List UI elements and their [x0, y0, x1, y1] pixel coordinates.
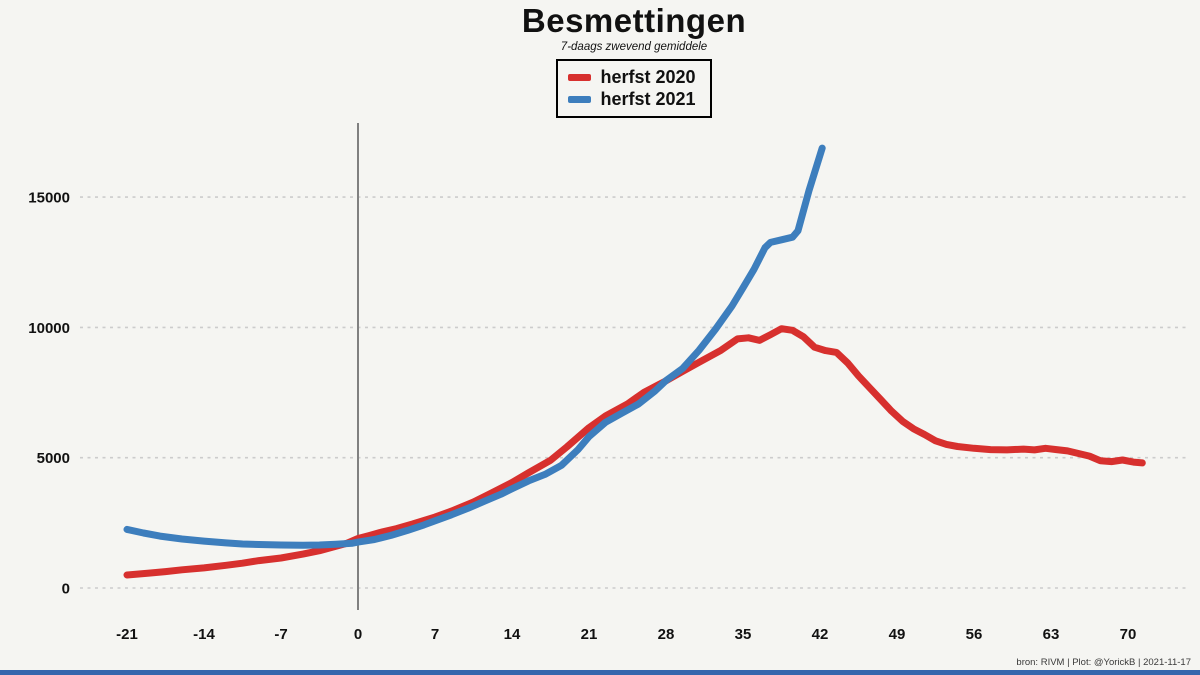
x-tick-label: 49 [889, 626, 906, 643]
x-tick-label: 0 [354, 626, 362, 643]
footer-credit: bron: RIVM | Plot: @YorickB | 2021-11-17 [1016, 657, 1191, 668]
y-tick-label: 5000 [37, 450, 70, 467]
legend-item: herfst 2020 [568, 66, 696, 88]
series-line-herfst-2020 [123, 325, 1146, 579]
x-tick-label: 56 [966, 626, 983, 643]
legend-box: herfst 2020 herfst 2021 [556, 59, 712, 118]
x-tick-label: 7 [431, 626, 439, 643]
x-tick-label: -14 [193, 626, 215, 643]
x-tick-label: 35 [735, 626, 752, 643]
y-tick-label: 0 [62, 581, 70, 598]
legend-container: herfst 2020 herfst 2021 [78, 59, 1190, 118]
x-tick-label: 42 [812, 626, 829, 643]
y-tick-label: 15000 [28, 190, 70, 207]
x-tick-label: 14 [504, 626, 521, 643]
legend-swatch-herfst-2020 [568, 73, 592, 81]
x-tick-label: -21 [116, 626, 138, 643]
x-tick-label: 70 [1120, 626, 1137, 643]
y-tick-label: 10000 [28, 320, 70, 337]
x-tick-label: -7 [274, 626, 287, 643]
footer-accent-bar [0, 670, 1200, 675]
series-line-herfst-2021 [123, 144, 826, 549]
x-tick-label: 21 [581, 626, 598, 643]
chart-subtitle: 7-daags zwevend gemiddele [560, 41, 708, 53]
chart-title: Besmettingen [521, 2, 747, 39]
legend-item: herfst 2021 [568, 88, 696, 110]
x-tick-label: 63 [1043, 626, 1060, 643]
legend-label: herfst 2020 [600, 67, 696, 87]
legend-swatch-herfst-2021 [568, 95, 592, 103]
x-tick-label: 28 [658, 626, 675, 643]
legend-label: herfst 2021 [600, 89, 696, 109]
